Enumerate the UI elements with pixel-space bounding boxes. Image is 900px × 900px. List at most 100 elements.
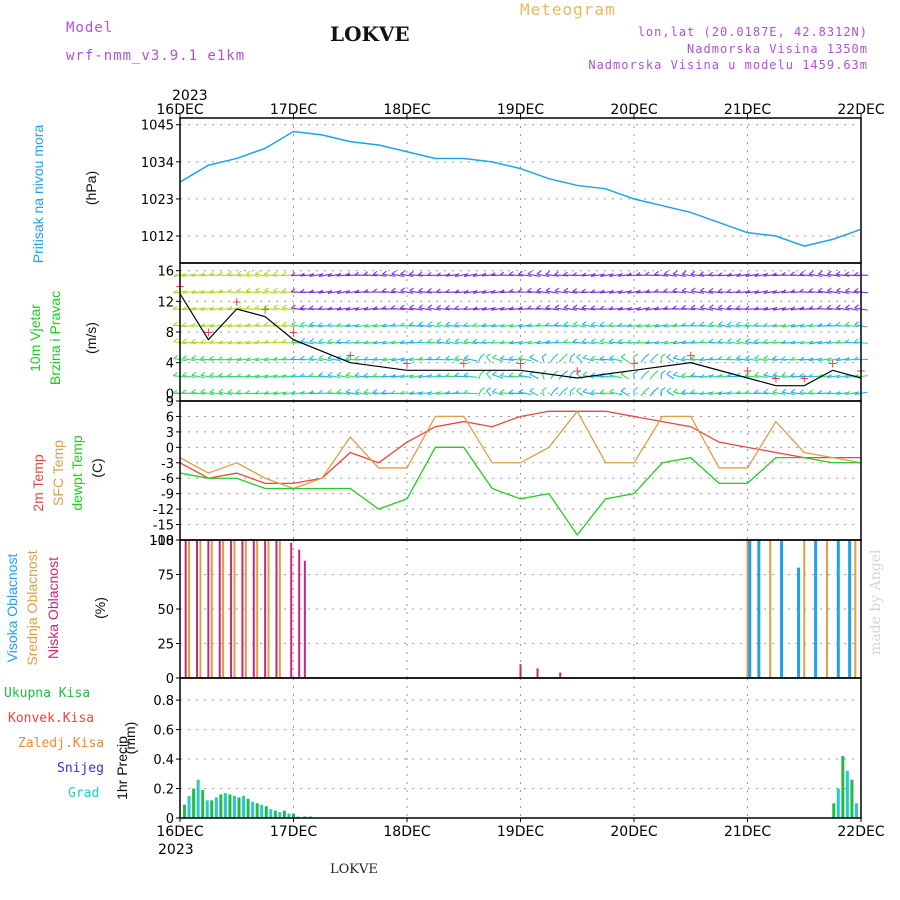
precip-bar	[287, 813, 291, 818]
wind-barb	[336, 374, 350, 379]
wind-barb	[436, 324, 450, 328]
wind-barb	[708, 290, 723, 294]
pressure-series-line	[179, 130, 862, 247]
wind-barb-head	[781, 289, 786, 294]
wind-barb-head	[582, 371, 588, 376]
wind-barb	[500, 375, 514, 378]
wind-barb-head	[553, 353, 559, 358]
wind-barb-head	[445, 372, 450, 377]
wind-barb	[486, 390, 492, 397]
wind-barb-head	[409, 357, 414, 361]
wind-barb-head	[254, 287, 260, 292]
wind-barb-head	[799, 340, 805, 345]
wind-barb	[345, 374, 360, 379]
wind-barb-head	[254, 374, 260, 378]
wind-barb	[576, 390, 583, 397]
wind-barb-head	[426, 271, 432, 276]
wind-barb	[473, 290, 487, 294]
wind-barb	[218, 274, 233, 277]
x-tick-label-top: 16DEC	[156, 102, 203, 118]
wind-barb	[282, 341, 296, 344]
wind-barb-head	[236, 270, 242, 275]
wind-barb-head	[409, 390, 414, 395]
wind-barb	[666, 390, 675, 397]
wind-barb-head	[529, 387, 535, 392]
wind-barb-head	[182, 354, 188, 359]
temp-tick-label: -18	[153, 534, 174, 549]
wind-barb-head	[418, 287, 423, 292]
wind-tick-label: 4	[166, 357, 174, 372]
wind-barb	[699, 324, 714, 328]
temp-2m-line	[179, 410, 861, 485]
wind-barb-head	[409, 304, 414, 309]
wind-barb-head	[726, 355, 732, 360]
wind-barb	[509, 358, 523, 361]
wind-barb-head	[200, 306, 206, 311]
x-tick-label-top: 17DEC	[270, 102, 317, 118]
wind-barb	[790, 358, 805, 361]
wind-barb-head	[826, 340, 832, 344]
wind-barb-head	[626, 272, 632, 277]
wind-barb-head	[645, 323, 651, 328]
wind-barb-head	[590, 305, 596, 310]
wind-barb-head	[663, 323, 669, 328]
wind-barb	[690, 273, 705, 277]
wind-barb-head	[281, 271, 287, 276]
wind-barb-head	[518, 323, 523, 328]
wind-barb-head	[382, 340, 387, 345]
wind-barb	[845, 324, 859, 328]
wind-barb-head	[486, 387, 491, 392]
precip-bar	[223, 792, 227, 818]
wind-barb-head	[790, 306, 796, 311]
wind-barb-head	[666, 387, 672, 392]
wind-barb	[554, 324, 569, 328]
wind-barb-head	[173, 355, 178, 359]
wind-barb-head	[472, 289, 478, 294]
wind-barb-head	[200, 323, 205, 328]
wind-barb	[218, 391, 232, 395]
wind-barb-head	[590, 321, 596, 326]
wind-barb-head	[445, 305, 450, 309]
wind-barb-head	[381, 373, 387, 378]
wind-barb	[264, 307, 278, 311]
wind-barb-head	[663, 340, 669, 345]
wind-barb	[490, 341, 505, 344]
wind-barb-head	[327, 389, 332, 394]
wind-barb-head	[599, 355, 605, 360]
wind-barb-head	[690, 304, 696, 309]
wind-barb-head	[617, 322, 623, 327]
wind-barb-head	[382, 270, 387, 275]
wind-barb	[364, 391, 378, 395]
wind-barb-head	[526, 305, 532, 310]
wind-barb-head	[826, 390, 832, 395]
precip-bar	[845, 770, 849, 818]
wind-barb	[554, 274, 569, 277]
wind-barb	[673, 374, 686, 379]
wind-barb-head	[254, 270, 260, 275]
wind-unit: (m/s)	[83, 322, 99, 354]
wind-barb	[541, 390, 545, 397]
wind-barb	[282, 324, 296, 328]
precip-bar	[183, 804, 187, 818]
wind-barb-head	[308, 372, 314, 377]
wind-barb	[436, 307, 451, 311]
wind-barb-head	[827, 287, 832, 292]
wind-barb-head	[518, 340, 524, 345]
wind-barb-head	[754, 272, 760, 277]
wind-barb-head	[436, 304, 441, 309]
wind-barb-head	[754, 306, 759, 311]
wind-barb	[236, 291, 251, 294]
wind-barb-head	[763, 355, 768, 360]
wind-barb-head	[382, 357, 387, 362]
wind-barb-head	[263, 270, 269, 275]
wind-barb-head	[208, 271, 214, 276]
wind-barb-head	[172, 305, 178, 310]
precip-bar	[850, 779, 854, 818]
wind-barb	[576, 356, 583, 363]
wind-barb-head	[492, 388, 497, 392]
precip-bar	[219, 794, 223, 818]
cloud-ylabel-high: Visoka Oblacnost	[4, 553, 20, 663]
wind-barb	[827, 273, 841, 277]
watermark: made by Angel	[868, 549, 884, 656]
